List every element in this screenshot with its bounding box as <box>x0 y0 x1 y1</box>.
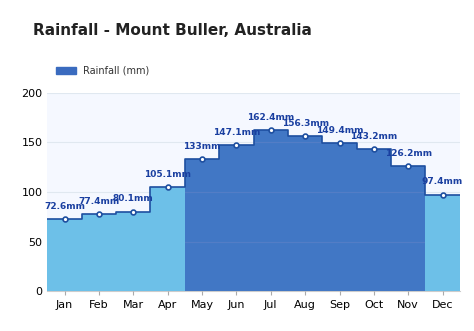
Text: 149.4mm: 149.4mm <box>316 125 363 135</box>
Legend: Rainfall (mm): Rainfall (mm) <box>52 62 154 79</box>
Text: 156.3mm: 156.3mm <box>282 119 328 128</box>
Text: 143.2mm: 143.2mm <box>350 132 398 141</box>
Text: 72.6mm: 72.6mm <box>44 202 85 211</box>
Text: 105.1mm: 105.1mm <box>144 169 191 179</box>
Text: 77.4mm: 77.4mm <box>78 197 119 206</box>
Text: 97.4mm: 97.4mm <box>422 177 463 186</box>
Text: 133mm: 133mm <box>183 142 221 151</box>
Text: 162.4mm: 162.4mm <box>247 113 294 122</box>
Text: 80.1mm: 80.1mm <box>113 194 154 204</box>
Text: 126.2mm: 126.2mm <box>385 149 432 158</box>
Text: 147.1mm: 147.1mm <box>213 128 260 137</box>
Text: Rainfall - Mount Buller, Australia: Rainfall - Mount Buller, Australia <box>33 23 312 38</box>
